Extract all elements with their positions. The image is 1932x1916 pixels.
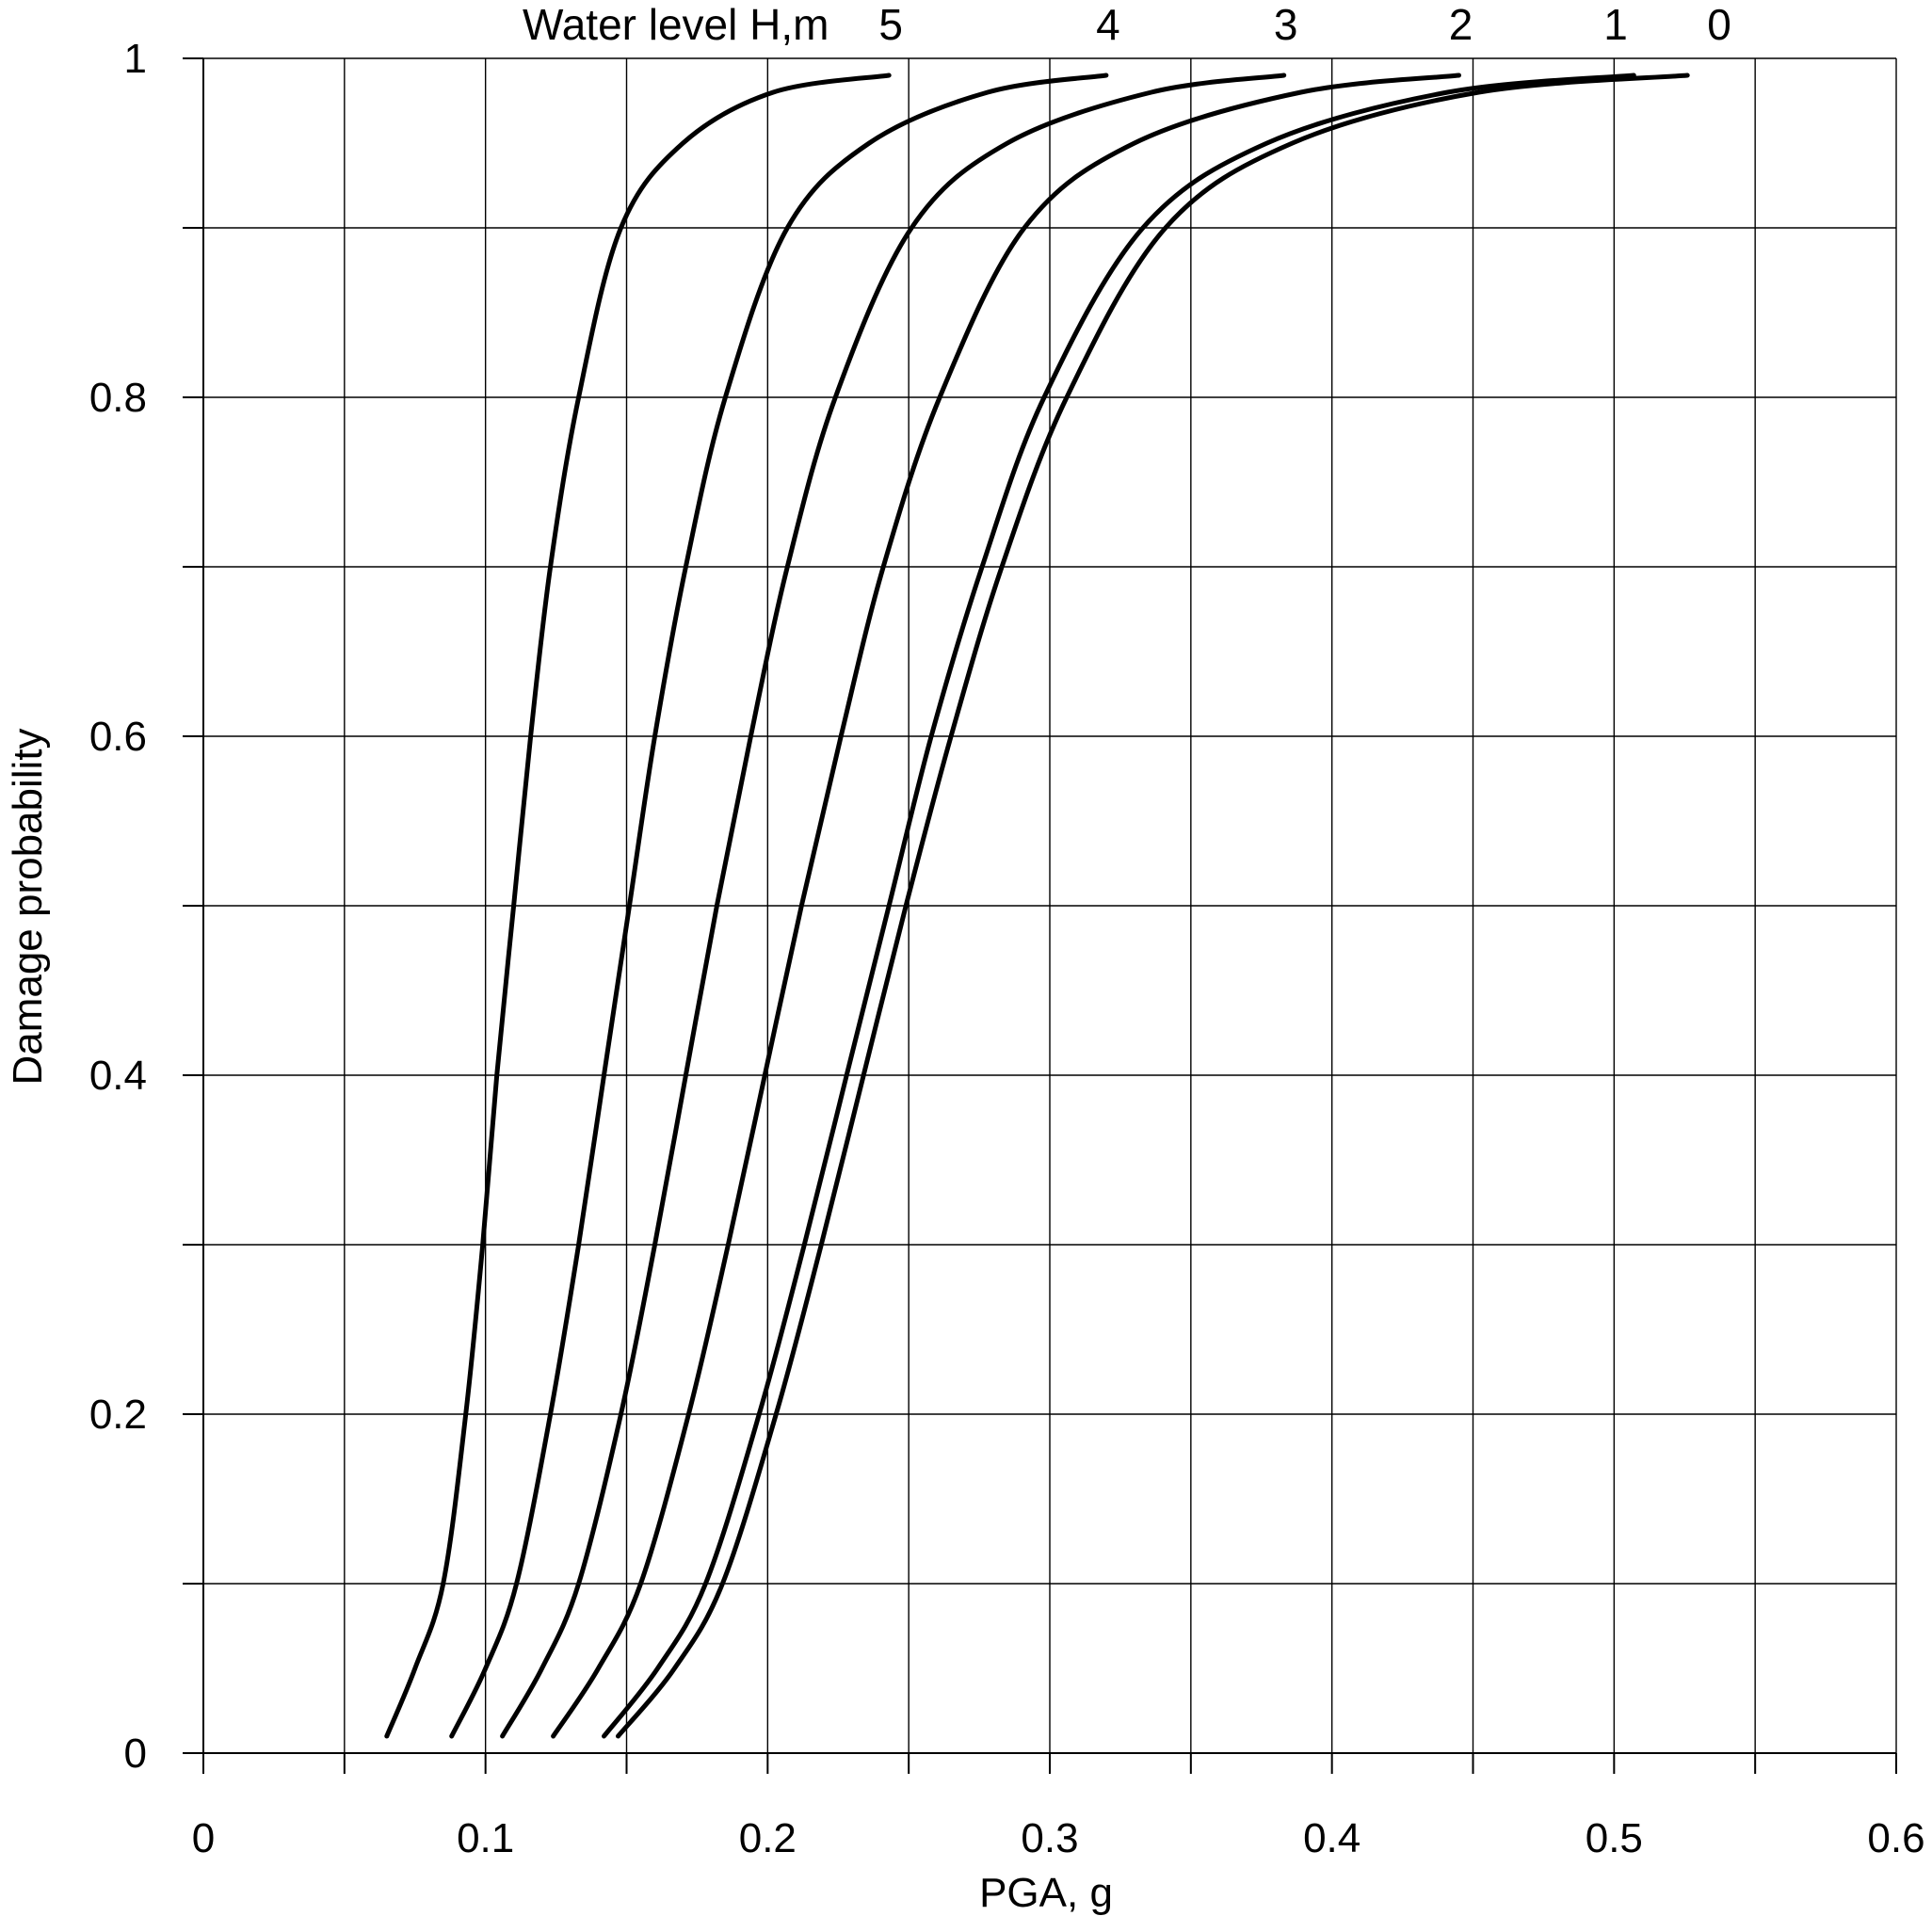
series-label-0: 0 [1707,0,1731,49]
series-line-4 [449,72,1109,1739]
y-tick-label: 0.4 [89,1053,147,1099]
series-line-5 [384,72,892,1739]
x-tick-label: 0.6 [1867,1815,1924,1861]
plot-axes [183,57,1897,1774]
legend: Water level H,m 5 4 3 2 1 0 [523,0,1731,49]
series-line-1 [602,72,1636,1739]
y-tick-label: 1 [124,36,147,82]
y-tick-labels: 0 0.2 0.4 0.6 0.8 1 [89,36,147,1777]
x-tick-labels: 0 0.1 0.2 0.3 0.4 0.5 0.6 [192,1815,1925,1861]
series-label-5: 5 [878,0,903,49]
series-label-1: 1 [1603,0,1628,49]
y-axis-label: Damage probability [5,728,51,1085]
y-tick-label: 0 [124,1731,147,1777]
legend-title: Water level H,m [523,0,829,49]
y-tick-label: 0.2 [89,1392,147,1438]
x-tick-label: 0.4 [1303,1815,1360,1861]
series-line-3 [500,72,1287,1739]
x-tick-label: 0.1 [457,1815,514,1861]
x-tick-label: 0.5 [1586,1815,1643,1861]
series-line-2 [551,72,1461,1739]
series-label-3: 3 [1274,0,1298,49]
y-tick-label: 0.8 [89,375,147,421]
series-label-2: 2 [1449,0,1473,49]
series-line-0 [616,72,1690,1739]
x-axis-label: PGA, g [979,1870,1113,1916]
y-tick-label: 0.6 [89,714,147,760]
x-tick-label: 0 [192,1815,215,1861]
series-curves [384,72,1690,1739]
series-label-4: 4 [1096,0,1120,49]
plot-grid [203,57,1897,1753]
x-tick-label: 0.2 [739,1815,797,1861]
x-tick-label: 0.3 [1021,1815,1078,1861]
